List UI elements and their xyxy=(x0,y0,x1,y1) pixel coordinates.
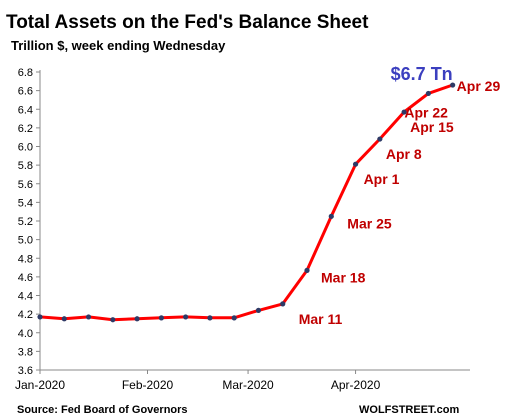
y-tick-label: 5.4 xyxy=(18,197,33,209)
y-tick-label: 6.8 xyxy=(18,67,33,79)
y-tick-label: 5.8 xyxy=(18,160,33,172)
y-tick-label: 4.4 xyxy=(18,291,33,303)
data-point xyxy=(61,316,67,322)
data-point xyxy=(280,301,286,307)
x-tick-label: Mar-2020 xyxy=(222,378,274,392)
annotation-label: Apr 8 xyxy=(386,146,422,162)
series-line xyxy=(39,83,454,322)
total-callout: $6.7 Tn xyxy=(391,64,453,84)
chart-title: Total Assets on the Fed's Balance Sheet xyxy=(6,12,369,33)
y-tick-label: 3.6 xyxy=(18,365,33,377)
annotation-label: Mar 11 xyxy=(299,311,343,327)
source-note: Source: Fed Board of Governors xyxy=(17,404,188,416)
data-point xyxy=(85,314,92,320)
y-tick-label: 6.2 xyxy=(18,123,33,135)
data-point xyxy=(425,90,431,97)
data-point xyxy=(134,316,140,322)
x-tick-label: Feb-2020 xyxy=(122,378,174,392)
data-point xyxy=(352,161,359,167)
data-point xyxy=(207,315,213,321)
data-point xyxy=(231,315,237,321)
data-point xyxy=(450,82,456,88)
annotation-label: Apr 15 xyxy=(410,119,454,135)
y-tick-label: 5.0 xyxy=(18,235,33,247)
data-point xyxy=(158,315,164,321)
data-point xyxy=(183,314,189,320)
y-tick-label: 6.6 xyxy=(18,86,33,98)
annotation-label: Apr 1 xyxy=(364,171,400,187)
x-tick-label: Jan-2020 xyxy=(15,378,65,392)
y-tick-label: 5.6 xyxy=(18,179,33,191)
data-point xyxy=(37,314,43,320)
y-tick-label: 4.0 xyxy=(18,328,33,340)
y-tick-label: 6.4 xyxy=(18,104,33,116)
annotation-label: Mar 18 xyxy=(321,269,366,285)
data-point xyxy=(110,317,116,323)
brand-watermark: WOLFSTREET.com xyxy=(359,404,459,416)
plot-area: 6.8 6.6 6.4 6.2 6.0 5.8 5.6 5.4 5.2 5.0 4.8 4.6 4.4 4… xyxy=(15,64,500,392)
data-point xyxy=(401,109,407,115)
data-point xyxy=(255,307,262,313)
x-tick-label: Apr-2020 xyxy=(331,378,381,392)
y-tick-label: 4.8 xyxy=(18,253,33,265)
y-tick-label: 6.0 xyxy=(18,142,33,154)
data-point xyxy=(377,136,383,142)
chart-subtitle: Trillion $, week ending Wednesday xyxy=(11,38,226,53)
y-tick-label: 3.8 xyxy=(18,346,33,358)
annotation-label: Mar 25 xyxy=(347,215,392,231)
y-tick-label: 5.2 xyxy=(18,216,33,228)
annotation-label: Apr 29 xyxy=(457,78,501,94)
y-tick-label: 4.6 xyxy=(18,272,33,284)
data-point xyxy=(328,213,334,219)
annotation-label: Apr 22 xyxy=(404,104,448,120)
y-tick-label: 4.2 xyxy=(18,309,33,321)
data-point xyxy=(304,267,310,273)
